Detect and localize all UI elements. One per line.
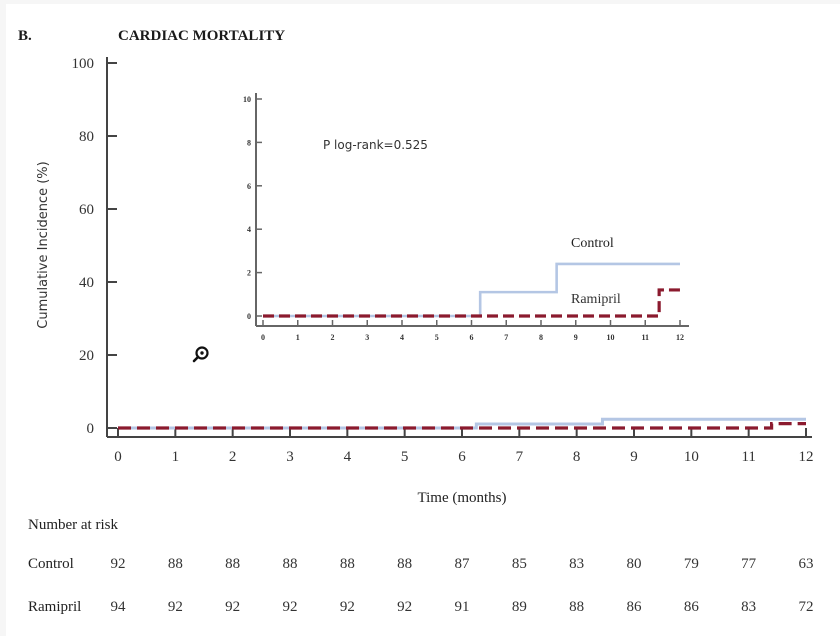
x-tick-label: 5 (435, 333, 439, 342)
y-tick-label: 80 (79, 129, 94, 145)
risk-cell: 72 (799, 599, 814, 615)
risk-cell: 88 (283, 556, 298, 572)
risk-cell: 77 (741, 556, 757, 572)
x-tick-label: 9 (630, 449, 638, 465)
risk-cell: 92 (225, 599, 240, 615)
x-tick-label: 0 (114, 449, 122, 465)
risk-cell: 80 (627, 556, 642, 572)
risk-cell: 86 (684, 599, 700, 615)
risk-cell: 92 (283, 599, 298, 615)
risk-cell: 92 (397, 599, 412, 615)
y-tick-label: 4 (247, 225, 251, 234)
x-tick-label: 6 (470, 333, 474, 342)
risk-cell: 88 (569, 599, 584, 615)
x-tick-label: 8 (539, 333, 543, 342)
risk-cell: 91 (455, 599, 470, 615)
x-tick-label: 2 (331, 333, 335, 342)
p-value-annotation: P log-rank=0.525 (323, 138, 428, 152)
x-tick-label: 12 (676, 333, 684, 342)
x-tick-label: 4 (400, 333, 404, 342)
main-series (118, 417, 806, 430)
risk-cell: 63 (799, 556, 814, 572)
figure-page: B. CARDIAC MORTALITY 0 20 40 60 80 100 0 1 2 3 4 5 6… (6, 4, 840, 636)
risk-cell: 83 (569, 556, 584, 572)
risk-cell: 94 (111, 599, 127, 615)
x-tick-label: 1 (296, 333, 300, 342)
risk-cell: 92 (111, 556, 126, 572)
x-tick-label: 11 (641, 333, 649, 342)
y-tick-label: 6 (247, 182, 251, 191)
x-tick-label: 0 (261, 333, 265, 342)
inset-series (263, 262, 680, 318)
x-tick-label: 3 (286, 449, 294, 465)
legend-ramipril: Ramipril (571, 292, 621, 307)
risk-cell: 88 (397, 556, 412, 572)
risk-cell: 86 (627, 599, 643, 615)
risk-cell: 92 (340, 599, 355, 615)
risk-table-title: Number at risk (28, 517, 118, 533)
x-tick-label: 11 (741, 449, 755, 465)
y-tick-label: 60 (79, 202, 94, 218)
x-tick-label: 8 (573, 449, 581, 465)
series-ramipril-line (263, 288, 680, 318)
x-axis-label: Time (months) (417, 490, 506, 506)
risk-cell: 79 (684, 556, 699, 572)
x-tick-label: 2 (229, 449, 237, 465)
risk-cell: 87 (455, 556, 471, 572)
risk-cell: 83 (741, 599, 756, 615)
y-axis-label: Cumulative Incidence (%) (36, 161, 51, 328)
risk-cell: 88 (168, 556, 183, 572)
x-tick-label: 1 (172, 449, 180, 465)
x-tick-label: 3 (365, 333, 369, 342)
y-tick-label: 2 (247, 269, 251, 278)
y-tick-label: 8 (247, 138, 251, 147)
x-tick-label: 10 (607, 333, 615, 342)
risk-cell: 92 (168, 599, 183, 615)
y-tick-label: 0 (87, 421, 95, 437)
chart-title: CARDIAC MORTALITY (118, 28, 285, 44)
x-tick-label: 9 (574, 333, 578, 342)
x-tick-label: 6 (458, 449, 466, 465)
risk-cell: 88 (225, 556, 240, 572)
x-tick-label: 12 (799, 449, 814, 465)
x-tick-label: 7 (516, 449, 524, 465)
y-tick-label: 100 (72, 56, 95, 72)
y-tick-label: 10 (243, 95, 251, 104)
series-control-line (263, 262, 680, 318)
risk-row-label: Control (28, 556, 74, 572)
series-ramipril-line (118, 422, 806, 430)
x-tick-label: 4 (344, 449, 352, 465)
legend-control: Control (571, 236, 614, 251)
y-tick-label: 0 (247, 312, 251, 321)
x-tick-label: 7 (504, 333, 508, 342)
y-tick-label: 40 (79, 275, 94, 291)
x-tick-label: 5 (401, 449, 409, 465)
risk-table: Control 92 88 88 88 88 88 87 85 83 80 79 77 63 Ramipri… (28, 556, 814, 615)
risk-cell: 88 (340, 556, 355, 572)
series-control-line (118, 417, 806, 430)
risk-row-label: Ramipril (28, 599, 81, 615)
panel-label: B. (18, 28, 32, 44)
x-tick-label: 10 (684, 449, 699, 465)
risk-cell: 85 (512, 556, 527, 572)
zoom-in-magnifier-icon[interactable] (192, 346, 209, 363)
risk-cell: 89 (512, 599, 527, 615)
y-tick-label: 20 (79, 348, 94, 364)
